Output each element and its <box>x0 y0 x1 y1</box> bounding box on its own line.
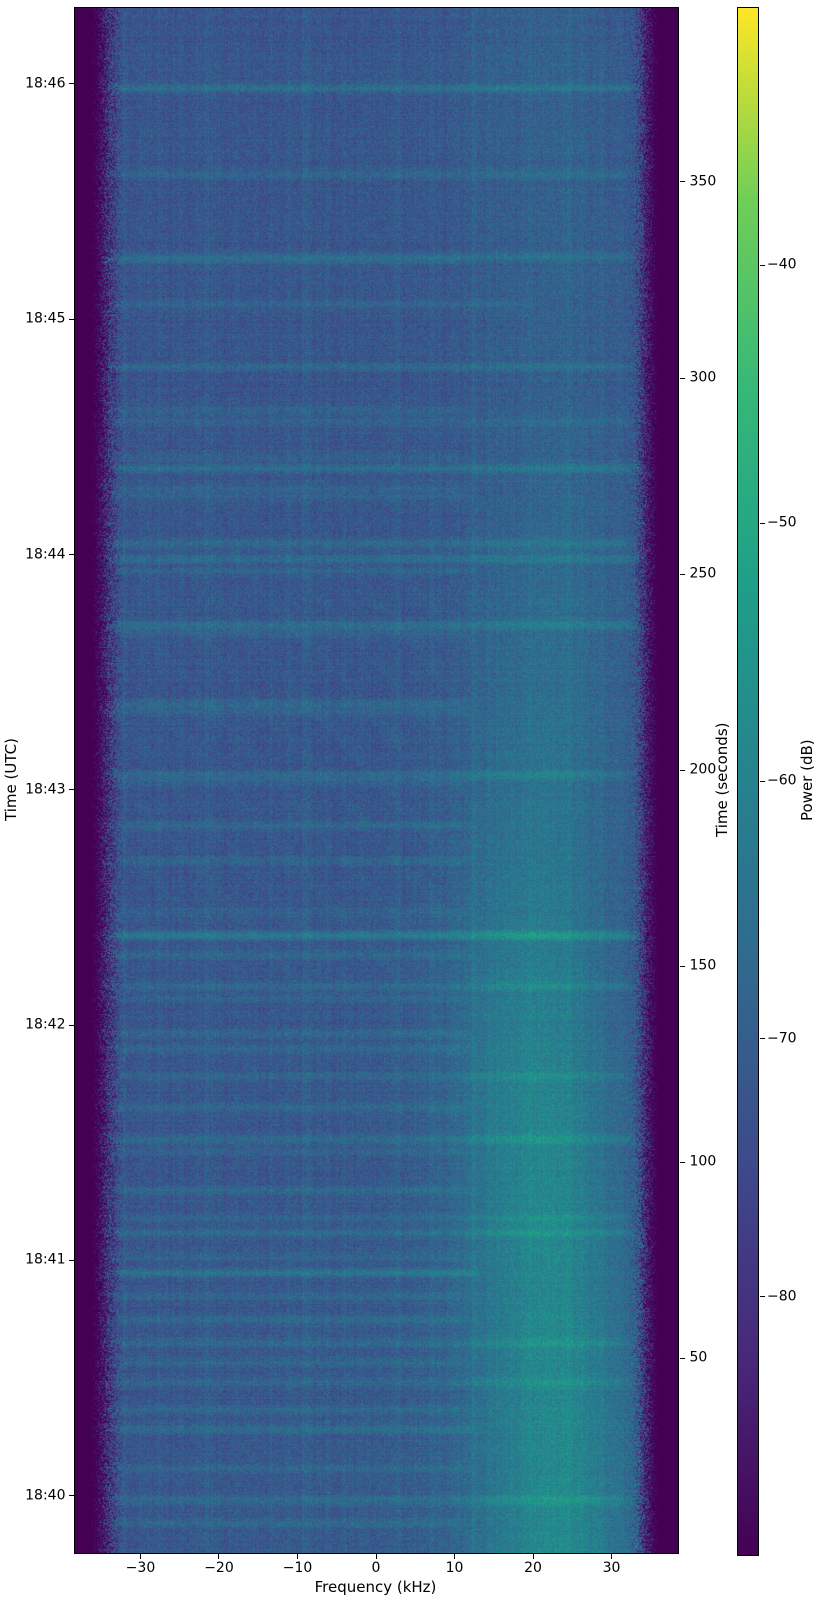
tick-mark <box>68 318 74 320</box>
tick-mark <box>679 1357 685 1359</box>
seconds-tick-label: 100 <box>689 1153 717 1170</box>
utc-tick-label: 18:46 <box>25 75 66 92</box>
x-tick-label: 20 <box>524 1559 542 1576</box>
utc-tick-label: 18:45 <box>25 310 66 327</box>
tick-mark <box>68 1495 74 1497</box>
colorbar-gradient <box>738 8 758 1555</box>
tick-mark <box>218 1553 220 1559</box>
x-tick-label: −20 <box>204 1559 234 1576</box>
seconds-tick-label: 250 <box>689 565 717 582</box>
spectrogram-plot-area <box>74 7 679 1554</box>
tick-mark <box>68 554 74 556</box>
x-tick-label: 10 <box>445 1559 464 1576</box>
colorbar-tick-label: −40 <box>767 256 797 273</box>
tick-mark <box>611 1553 613 1559</box>
colorbar <box>737 7 759 1556</box>
x-tick-label: −10 <box>282 1559 313 1576</box>
tick-mark <box>68 1259 74 1261</box>
seconds-tick-label: 300 <box>689 369 717 386</box>
tick-mark <box>679 181 685 183</box>
seconds-tick-label: 200 <box>689 761 717 778</box>
utc-tick-label: 18:40 <box>25 1486 66 1503</box>
colorbar-tick-label: −70 <box>767 1030 797 1047</box>
colorbar-label: Power (dB) <box>798 739 816 821</box>
tick-mark <box>679 965 685 967</box>
x-tick-label: 0 <box>371 1559 381 1576</box>
spectrogram-heatmap <box>75 8 678 1553</box>
tick-mark <box>454 1553 456 1559</box>
tick-mark <box>68 789 74 791</box>
tick-mark <box>68 83 74 85</box>
colorbar-tick-label: −80 <box>767 1287 797 1304</box>
tick-mark <box>532 1553 534 1559</box>
left-y-axis-label: Time (UTC) <box>2 738 20 822</box>
seconds-tick-label: 350 <box>689 173 717 190</box>
seconds-tick-label: 50 <box>689 1349 708 1366</box>
x-tick-label: −30 <box>125 1559 156 1576</box>
x-tick-label: 30 <box>602 1559 621 1576</box>
tick-mark <box>375 1553 377 1559</box>
utc-tick-label: 18:43 <box>25 781 66 798</box>
tick-mark <box>679 573 685 575</box>
tick-mark <box>760 780 765 782</box>
tick-mark <box>68 1024 74 1026</box>
colorbar-tick-label: −50 <box>767 514 797 531</box>
tick-mark <box>296 1553 298 1559</box>
tick-mark <box>679 377 685 379</box>
tick-mark <box>760 1038 765 1040</box>
right-y-axis-label: Time (seconds) <box>713 722 731 838</box>
tick-mark <box>760 522 765 524</box>
utc-tick-label: 18:44 <box>25 545 66 562</box>
tick-mark <box>760 264 765 266</box>
utc-tick-label: 18:42 <box>25 1016 66 1033</box>
colorbar-tick-label: −60 <box>767 772 797 789</box>
seconds-tick-label: 150 <box>689 957 717 974</box>
tick-mark <box>760 1296 765 1298</box>
tick-mark <box>679 1161 685 1163</box>
tick-mark <box>139 1553 141 1559</box>
x-axis-label: Frequency (kHz) <box>314 1578 437 1596</box>
utc-tick-label: 18:41 <box>25 1251 66 1268</box>
tick-mark <box>679 769 685 771</box>
